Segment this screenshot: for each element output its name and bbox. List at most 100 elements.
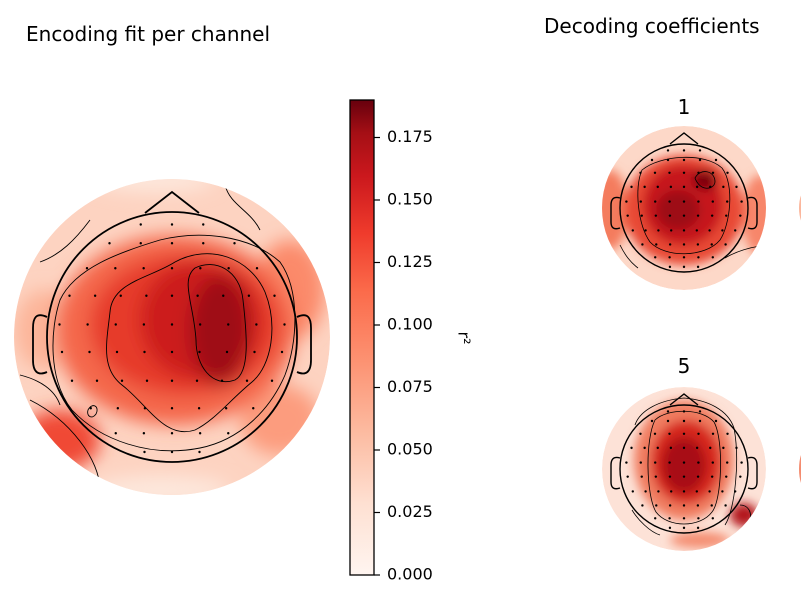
sensor-dot <box>696 214 700 217</box>
sensor-dot <box>253 350 256 354</box>
sensor-dot <box>721 490 724 493</box>
sensor-dot <box>682 432 686 435</box>
sensor-dot <box>114 323 117 326</box>
sensor-dot <box>654 200 657 203</box>
sensor-dot <box>697 461 700 464</box>
sensor-dot <box>170 267 174 270</box>
sensor-dot <box>698 149 702 152</box>
sensor-dot <box>639 171 642 174</box>
sensor-dot <box>657 490 660 493</box>
sensor-dot <box>283 323 286 326</box>
sensor-dot <box>697 517 700 520</box>
sensor-dot <box>668 526 672 530</box>
sensor-dot <box>697 256 700 259</box>
sensor-dot <box>709 185 712 189</box>
sensor-dot <box>145 294 148 297</box>
sensor-dot <box>653 171 657 174</box>
sensor-dot <box>198 432 202 435</box>
sensor-dot <box>682 185 686 189</box>
sensor-dot <box>670 229 673 232</box>
sensor-dot <box>682 517 686 520</box>
sensor-dot <box>697 171 700 174</box>
sensor-dot <box>170 242 174 245</box>
sensor-dot <box>630 185 633 189</box>
sensor-dot <box>653 432 657 435</box>
decoding-topomap-5 <box>602 387 766 551</box>
sensor-dot <box>252 407 255 410</box>
decoding-plot-title: Decoding coefficients <box>544 14 760 38</box>
sensor-dot <box>682 265 686 269</box>
sensor-dot <box>668 461 671 464</box>
colorbar-tick-label: 0.175 <box>387 127 433 146</box>
sensor-dot <box>725 475 728 478</box>
sensor-dot <box>198 450 201 454</box>
sensor-dot <box>199 267 202 270</box>
sensor-dot <box>682 419 686 423</box>
sensor-dot <box>170 407 174 410</box>
sensor-dot <box>710 214 714 217</box>
sensor-dot <box>170 350 174 354</box>
sensor-dot <box>639 200 642 203</box>
sensor-dot <box>85 267 89 270</box>
sensor-dot <box>682 229 686 232</box>
sensor-dot <box>740 461 743 464</box>
sensor-dot <box>656 185 659 189</box>
sensor-dot <box>654 475 658 478</box>
sensor-dot <box>726 200 729 203</box>
sensor-dot <box>668 200 671 203</box>
sensor-dot <box>95 379 99 382</box>
sensor-dot <box>280 350 284 354</box>
colorbar-label: r² <box>455 332 474 345</box>
sensor-dot <box>631 490 634 493</box>
sensor-dot <box>668 504 672 507</box>
sensor-dot <box>682 490 686 493</box>
sensor-dot <box>70 379 74 382</box>
sensor-dot <box>710 475 714 478</box>
colorbar-tick-label: 0.075 <box>387 377 433 396</box>
sensor-dot <box>224 407 228 410</box>
sensor-dot <box>643 185 646 189</box>
sensor-dot <box>114 432 117 435</box>
sensor-dot <box>143 350 146 354</box>
sensor-dot <box>709 446 712 450</box>
sensor-dot <box>202 242 205 245</box>
sensor-dot <box>625 461 628 464</box>
sensor-dot <box>668 475 672 478</box>
sensor-dot <box>142 323 146 326</box>
sensor-dot <box>198 323 202 326</box>
sensor-dot <box>711 432 715 435</box>
sensor-dot <box>697 200 700 203</box>
sensor-dot <box>640 475 643 478</box>
sensor-dot <box>654 517 657 520</box>
colorbar: 0.000 0.025 0.050 0.075 0.100 0.125 0.150 0.175… <box>349 99 474 584</box>
sensor-dot <box>225 350 229 354</box>
sensor-dot <box>170 323 174 326</box>
sensor-dot <box>668 171 671 174</box>
sensor-dot <box>58 323 61 326</box>
sensor-dot <box>714 419 718 423</box>
sensor-dot <box>668 256 671 259</box>
sensor-dot <box>631 229 634 232</box>
colorbar-tick-label: 0.125 <box>387 252 433 271</box>
sensor-dot <box>170 432 174 435</box>
sensor-dot <box>695 185 699 189</box>
sensor-dot <box>668 214 672 217</box>
sensor-dot <box>227 323 230 326</box>
sensor-dot <box>639 432 642 435</box>
colorbar-gradient <box>349 99 375 576</box>
sensor-dot <box>710 243 713 246</box>
sensor-dot <box>233 242 236 245</box>
sensor-dot <box>714 158 718 162</box>
sensor-dot <box>630 446 633 450</box>
sensor-dot <box>142 267 145 270</box>
sensor-dot <box>682 526 686 530</box>
sensor-dot <box>143 407 147 410</box>
sensor-dot <box>698 410 702 413</box>
sensor-dot <box>139 223 142 226</box>
sensor-dot <box>682 446 686 450</box>
sensor-dot <box>650 419 654 423</box>
sensor-dot <box>255 323 258 326</box>
sensor-dot <box>120 379 124 382</box>
sensor-dot <box>696 504 700 507</box>
decoding-subplot-label-5: 5 <box>677 354 691 378</box>
